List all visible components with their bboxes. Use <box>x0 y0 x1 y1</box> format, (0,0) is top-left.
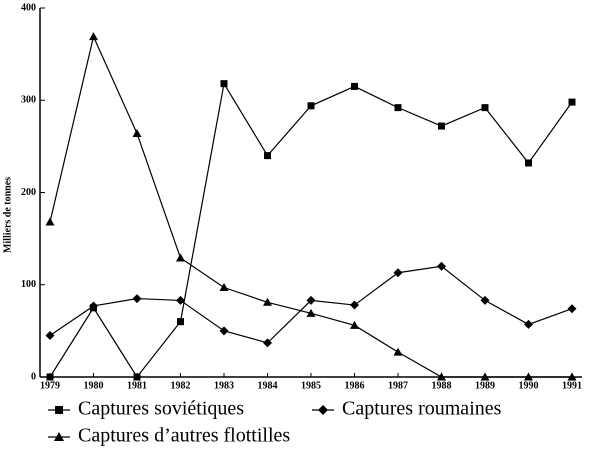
marker <box>264 152 271 160</box>
series-line <box>49 81 573 379</box>
marker <box>437 372 446 381</box>
x-tick-label: 1986 <box>345 380 365 391</box>
marker <box>263 338 272 348</box>
y-tick-label: 100 <box>21 279 36 290</box>
marker <box>525 159 532 167</box>
marker <box>263 297 272 306</box>
marker <box>524 372 533 381</box>
marker <box>568 98 576 106</box>
marker <box>176 253 185 262</box>
marker <box>133 373 141 381</box>
x-tick-label: 1989 <box>475 380 495 391</box>
marker <box>437 261 446 271</box>
marker <box>351 82 358 90</box>
marker <box>480 372 490 381</box>
y-tick-label: 200 <box>21 187 36 198</box>
marker <box>567 372 577 381</box>
marker <box>219 326 229 336</box>
y-tick-label: 300 <box>21 95 36 106</box>
marker <box>481 104 489 112</box>
legend-marker <box>55 406 63 414</box>
legend-label: Captures d’autres flottilles <box>78 425 290 447</box>
marker <box>177 318 184 326</box>
marker <box>45 330 55 340</box>
x-tick-label: 1982 <box>171 380 191 391</box>
x-tick-label: 1984 <box>258 380 278 391</box>
marker <box>480 295 490 305</box>
x-tick-label: 1980 <box>84 380 104 391</box>
marker <box>307 102 315 110</box>
marker <box>45 217 55 226</box>
marker <box>176 295 185 305</box>
marker <box>46 373 54 381</box>
y-tick-label: 400 <box>21 2 36 13</box>
marker <box>220 80 228 88</box>
marker <box>393 268 403 278</box>
marker <box>393 347 403 356</box>
x-tick-label: 1988 <box>432 380 452 391</box>
marker <box>306 308 316 317</box>
legend-marker <box>318 405 328 415</box>
legend-label: Captures roumaines <box>342 398 502 420</box>
x-tick-label: 1979 <box>40 380 60 391</box>
legend-marker <box>54 432 64 441</box>
marker <box>219 283 229 292</box>
x-tick-label: 1981 <box>127 380 147 391</box>
x-tick-label: 1987 <box>388 380 408 391</box>
marker <box>524 319 533 329</box>
marker <box>89 301 98 311</box>
x-tick-label: 1990 <box>519 380 539 391</box>
marker <box>567 304 577 314</box>
y-axis-label: Milliers de tonnes <box>2 177 13 253</box>
x-tick-label: 1985 <box>301 380 321 391</box>
marker <box>350 320 359 329</box>
y-tick-label: 0 <box>31 371 36 382</box>
x-tick-label: 1983 <box>214 380 234 391</box>
marker <box>306 295 316 305</box>
marker <box>438 122 445 130</box>
marker <box>350 300 359 310</box>
x-tick-label: 1991 <box>562 380 582 391</box>
legend-label: Captures soviétiques <box>78 398 244 420</box>
marker <box>132 128 142 137</box>
marker <box>89 32 98 41</box>
series-line <box>49 34 572 378</box>
marker <box>394 104 402 112</box>
marker <box>132 294 142 304</box>
